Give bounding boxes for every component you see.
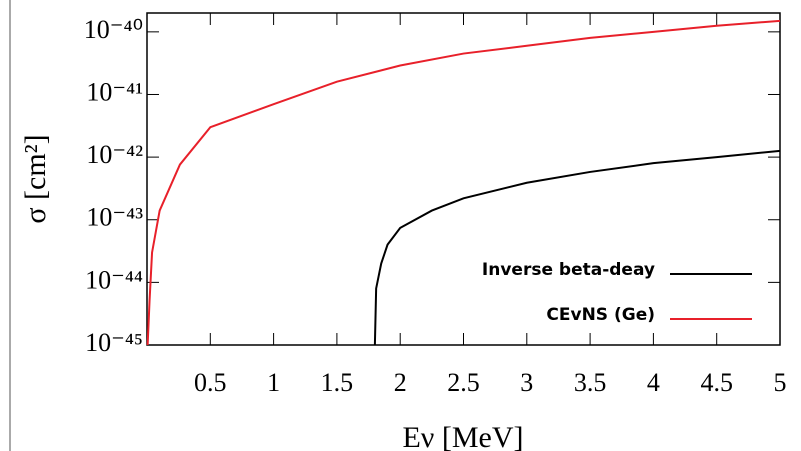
- x-tick-label: 3.5: [574, 368, 607, 397]
- y-tick-label: 10⁻⁴²: [86, 140, 143, 169]
- x-tick-label: 4: [647, 368, 660, 397]
- y-tick-label: 10⁻⁴⁴: [85, 265, 143, 294]
- x-tick-label: 2.5: [447, 368, 480, 397]
- x-tick-label: 4.5: [700, 368, 733, 397]
- y-tick-label: 10⁻⁴⁰: [84, 15, 143, 44]
- data-line: [146, 19, 781, 346]
- y-tick-label: 10⁻⁴¹: [86, 77, 143, 106]
- y-axis-label: σ [cm²]: [19, 134, 52, 223]
- data-line: [373, 149, 781, 346]
- x-tick-label: 2: [394, 368, 407, 397]
- y-tick-label: 10⁻⁴³: [86, 203, 143, 232]
- x-tick-label: 5: [774, 368, 787, 397]
- x-tick-label: 3: [520, 368, 533, 397]
- x-tick-label: 1.5: [321, 368, 354, 397]
- x-tick-label: 1: [267, 368, 280, 397]
- x-tick-label: 0.5: [194, 368, 227, 397]
- legend-label: CEvNS (Ge): [546, 305, 655, 325]
- x-axis-label: Eν [MeV]: [402, 421, 523, 451]
- plot-frame: [146, 12, 781, 346]
- y-tick-label: 10⁻⁴⁵: [85, 328, 143, 357]
- legend-label: Inverse beta-deay: [482, 260, 655, 280]
